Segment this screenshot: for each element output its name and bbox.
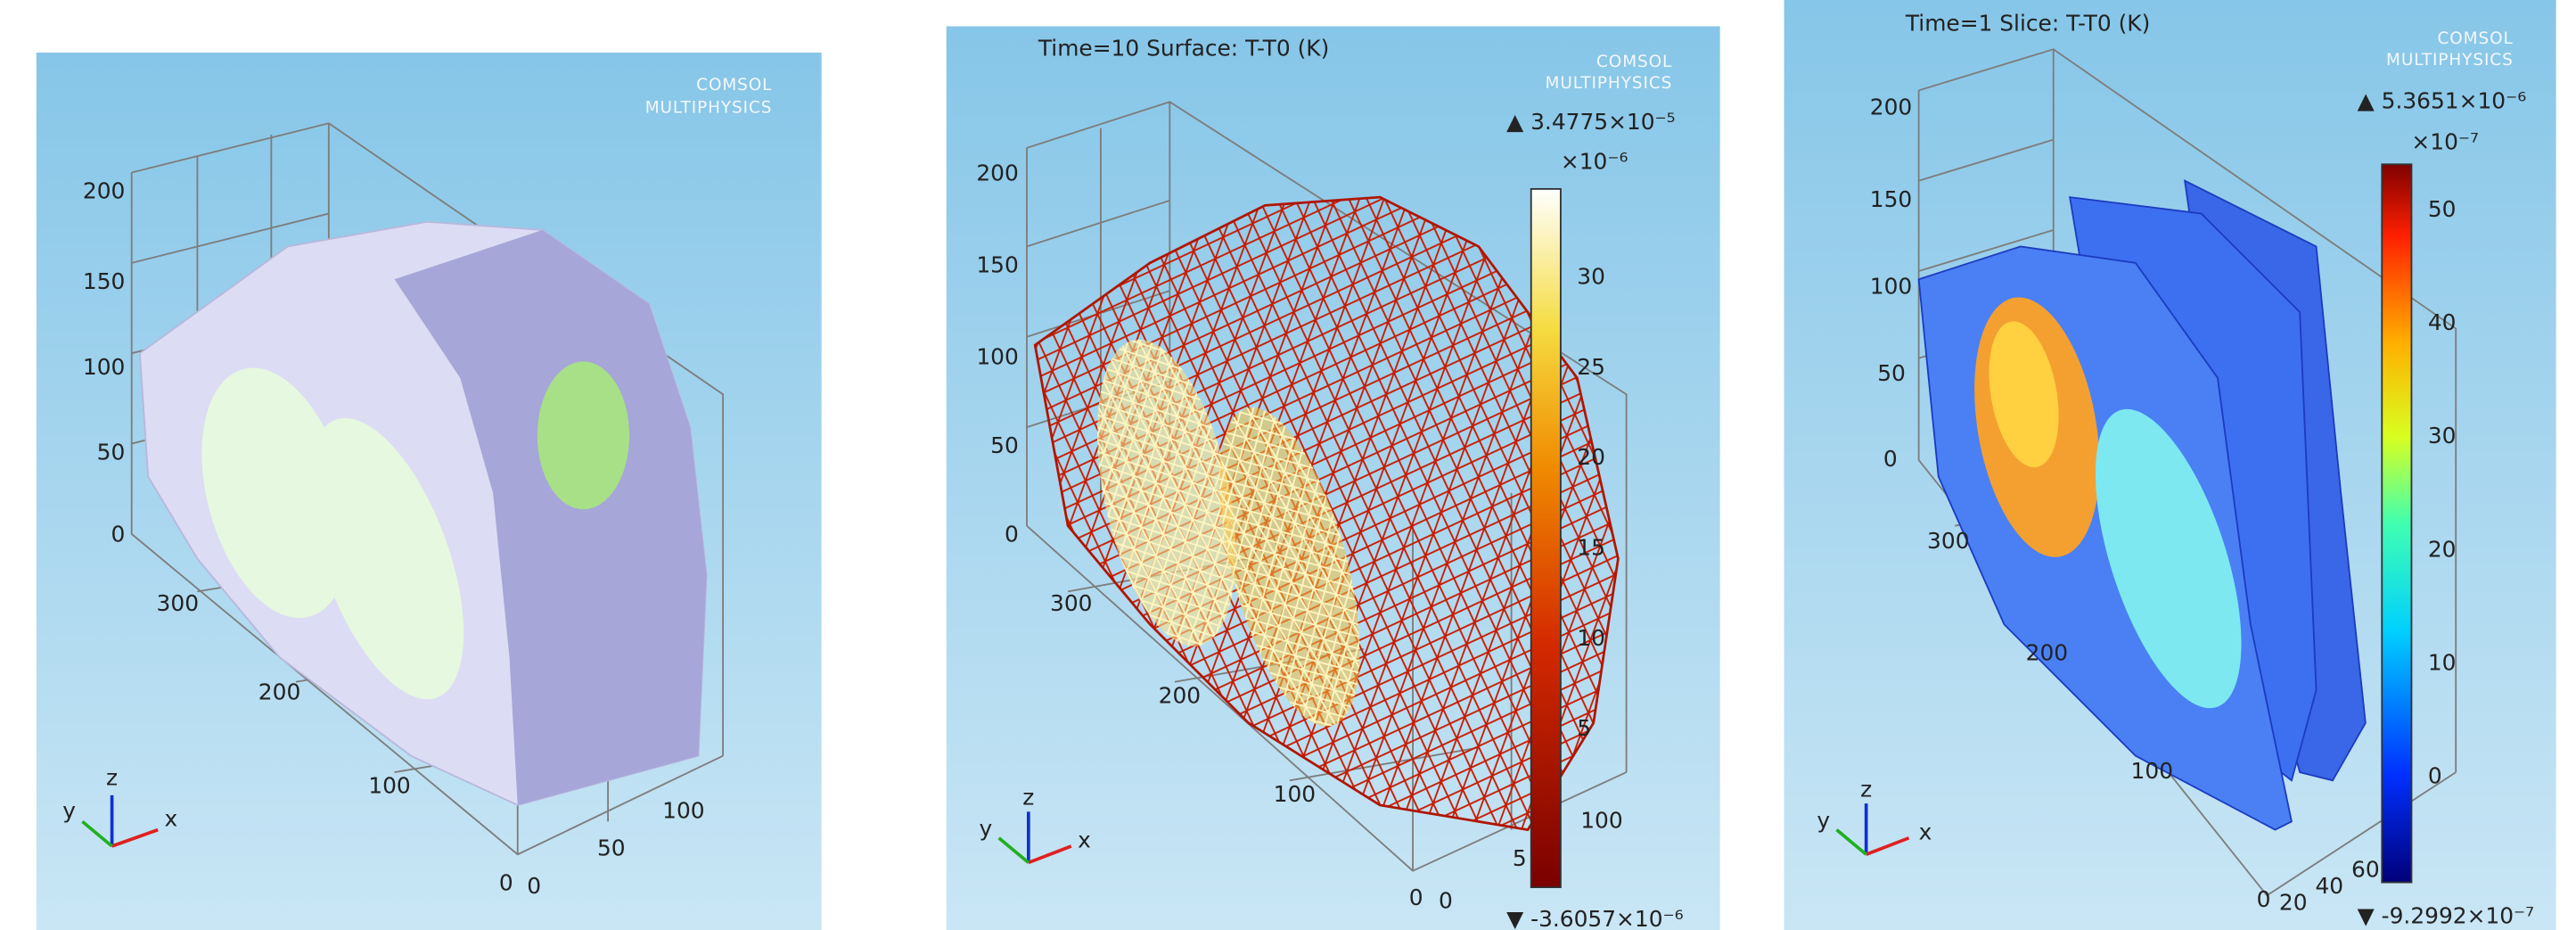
z-tick: 200 [976,160,1018,185]
colorbar-tick: 0 [2428,763,2442,789]
colorbar-tick: 20 [2428,536,2457,562]
lung-surface [537,361,629,509]
colorbar-tick: 50 [2428,196,2457,222]
z-tick: 100 [976,344,1018,370]
colorbar-tick: 40 [2428,309,2457,335]
z-tick: 150 [83,268,125,294]
z-tick: 0 [1883,446,1898,472]
logo-text: COMSOL [1596,53,1672,71]
triad-label: x [1078,827,1091,852]
triad-label: z [1860,776,1872,802]
x-tick: 40 [2315,873,2343,899]
colorbar-exponent: ×10⁻⁷ [2411,128,2479,154]
z-tick: 150 [1870,186,1912,212]
plot-title: Time=10 Surface: T-T0 (K) [1038,35,1329,61]
logo-text: COMSOL [2438,29,2514,48]
x-tick: 0 [1409,885,1423,910]
y-tick: 300 [1050,590,1092,616]
x-tick: 100 [662,797,704,823]
z-tick: 100 [1870,273,1912,299]
y-tick: 200 [2026,639,2068,665]
colorbar-min: ▼ -9.2992×10⁻⁷ [2358,902,2535,928]
z-tick: 200 [83,178,125,204]
colorbar-tick: 30 [2428,423,2457,449]
colorbar-exponent: ×10⁻⁶ [1561,148,1628,174]
colorbar [1531,189,1561,887]
colorbar [2382,164,2411,882]
panel-surface: Time=10 Surface: T-T0 (K) COMSOL MULTIPH… [947,26,1720,930]
logo-text: COMSOL [696,76,772,95]
x-tick: 50 [597,835,626,861]
logo-text: MULTIPHYSICS [645,99,773,118]
triad-label: x [165,806,178,832]
y-tick: 200 [1159,682,1201,708]
panel-geometry: COMSOL MULTIPHYSICS 200 150 100 50 0 300… [37,53,822,930]
z-tick: 100 [83,354,125,380]
screenshot: COMSOL MULTIPHYSICS 200 150 100 50 0 300… [0,0,2576,930]
triad-label: y [1817,807,1830,833]
colorbar-tick: 10 [1577,625,1605,651]
colorbar-tick: 10 [2428,649,2457,675]
logo-text: MULTIPHYSICS [2386,51,2514,70]
z-tick: 0 [1005,522,1019,547]
z-tick: 0 [111,522,126,547]
triad-label: z [1022,785,1034,811]
y-tick: 300 [157,590,199,616]
x-tick: 100 [1580,807,1622,833]
y-tick: 200 [258,679,300,705]
logo-text: MULTIPHYSICS [1546,74,1673,93]
plot-title: Time=1 Slice: T-T0 (K) [1905,11,2150,37]
y-tick: 300 [1927,528,1969,554]
y-tick: 100 [2131,758,2173,784]
colorbar-tick: 15 [1577,534,1605,560]
x-tick: 60 [2351,857,2380,883]
colorbar-tick: 30 [1577,263,1605,289]
triad-label: y [62,797,76,823]
x-tick: 0 [527,873,541,899]
x-tick: 0 [2257,886,2271,912]
x-tick: 5 [1513,845,1527,871]
panel-slice: Time=1 Slice: T-T0 (K) COMSOL MULTIPHYSI… [1784,0,2556,930]
z-tick: 200 [1870,95,1912,120]
triad-label: x [1919,819,1932,844]
z-tick: 50 [97,440,126,465]
z-tick: 50 [990,432,1019,458]
y-tick: 100 [1274,781,1316,807]
colorbar-max: ▲ 3.4775×10⁻⁵ [1506,109,1676,135]
x-tick: 0 [1439,888,1453,914]
colorbar-tick: 25 [1577,354,1605,380]
colorbar-max: ▲ 5.3651×10⁻⁶ [2358,87,2527,113]
z-tick: 50 [1877,360,1906,386]
triad-label: y [980,816,993,842]
x-tick: 0 [499,869,513,895]
colorbar-tick: 20 [1577,444,1605,470]
z-tick: 150 [976,252,1018,278]
triad-label: z [106,764,118,790]
colorbar-min: ▼ -3.6057×10⁻⁶ [1506,906,1684,930]
colorbar-tick: 5 [1577,715,1591,741]
x-tick: 20 [2279,890,2308,916]
y-tick: 100 [368,773,410,799]
